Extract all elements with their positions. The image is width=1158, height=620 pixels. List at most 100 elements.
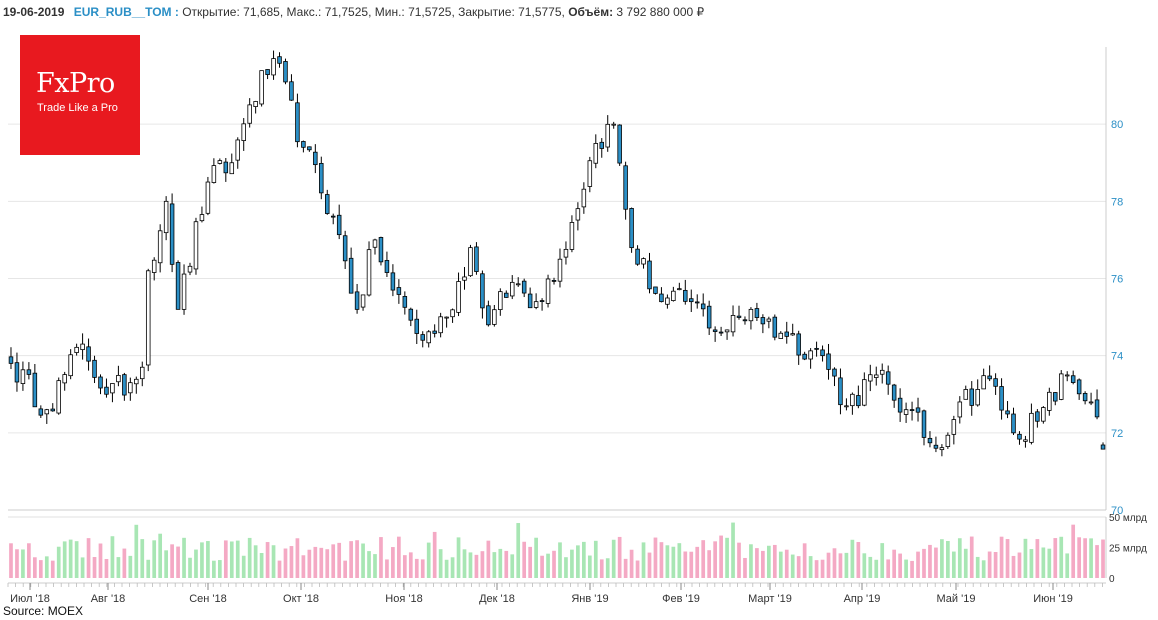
volume-bar	[1095, 545, 1099, 578]
volume-bar	[462, 549, 467, 578]
header-date: 19-06-2019	[3, 5, 65, 19]
candle-body	[342, 235, 348, 262]
volume-bar	[922, 548, 926, 578]
volume-bar	[367, 551, 371, 578]
volume-bar	[802, 543, 807, 578]
candle-body	[295, 102, 300, 143]
volume-bar	[910, 560, 914, 578]
candle-body	[360, 294, 366, 308]
candle-body	[575, 208, 581, 221]
volume-bar	[713, 541, 717, 578]
volume-bar	[874, 559, 879, 578]
candle-body	[659, 293, 664, 303]
candle-body	[533, 301, 539, 308]
candle-body	[521, 280, 527, 294]
volume-bar	[164, 550, 168, 578]
volume-bar	[391, 547, 395, 578]
candle-body	[1047, 391, 1052, 411]
volume-bar	[206, 541, 210, 578]
volume-bar	[1071, 524, 1076, 578]
candle-body	[856, 395, 861, 407]
time-tick-label: Авг '18	[91, 593, 126, 605]
volume-bar	[241, 555, 246, 578]
volume-bar	[975, 556, 980, 578]
volume-bar	[659, 542, 664, 578]
volume-bar	[928, 544, 932, 578]
volume-bar	[623, 558, 628, 578]
candle-body	[999, 386, 1004, 411]
volume-bar	[749, 544, 753, 578]
candle-body	[175, 262, 181, 310]
candle-body	[653, 286, 658, 294]
candle-body	[486, 305, 491, 326]
volume-bar	[414, 558, 419, 578]
volume-bar	[1035, 539, 1040, 578]
volume-bar	[379, 537, 383, 578]
volume-bar	[146, 559, 151, 578]
time-tick-label: Ноя '18	[385, 593, 422, 605]
candlesticks	[8, 50, 1106, 457]
volume-bar	[904, 559, 908, 578]
candle-body	[1017, 433, 1022, 440]
volume-bar	[397, 536, 401, 578]
candle-body	[157, 230, 163, 264]
candle-body	[438, 316, 443, 334]
volume-bar	[98, 543, 103, 578]
volume-bar	[38, 560, 43, 578]
candle-body	[909, 409, 915, 411]
candle-body	[563, 248, 569, 258]
header-ohlc: Открытие: 71,685, Макс.: 71,7525, Мин.: …	[182, 5, 565, 19]
candle-body	[390, 272, 396, 291]
logo-name: FxPro	[36, 68, 115, 99]
volume-bar	[534, 537, 538, 578]
candle-body	[1029, 412, 1034, 443]
volume-bar	[116, 557, 121, 578]
volume-bar	[1065, 553, 1070, 578]
candle-body	[754, 308, 760, 318]
volume-bars	[9, 522, 1105, 578]
candle-body	[611, 123, 616, 126]
volume-bar	[170, 544, 174, 578]
volume-bar	[1029, 549, 1034, 578]
time-tick-label: Дек '18	[479, 593, 515, 605]
candle-body	[557, 258, 563, 282]
volume-bar	[1041, 547, 1046, 578]
candle-body	[1035, 411, 1040, 422]
volume-bar	[295, 538, 300, 578]
candle-body	[1058, 373, 1064, 400]
volume-bar	[158, 533, 163, 578]
candle-body	[868, 374, 873, 382]
candle-body	[163, 200, 169, 234]
volume-bar	[963, 548, 968, 578]
candle-body	[969, 388, 974, 406]
candle-body	[665, 297, 670, 305]
candle-body	[140, 366, 145, 380]
volume-bar	[194, 549, 198, 578]
candle-body	[987, 375, 992, 380]
candle-body	[641, 258, 646, 265]
volume-bar	[844, 552, 849, 578]
time-tick-label: Сен '18	[189, 593, 227, 605]
candle-body	[778, 332, 784, 339]
volume-bar	[677, 543, 682, 578]
volume-bar	[832, 548, 837, 578]
candle-body	[623, 165, 628, 210]
volume-bar	[182, 537, 186, 578]
volume-bar	[1017, 552, 1022, 578]
volume-bar	[701, 540, 706, 578]
volume-bar	[540, 555, 544, 578]
volume-bar	[516, 523, 521, 578]
candle-body	[1064, 374, 1070, 377]
volume-bar	[522, 541, 527, 578]
volume-bar	[957, 538, 962, 578]
candle-body	[80, 343, 85, 351]
candle-body	[677, 288, 682, 291]
volume-bar	[480, 551, 485, 578]
volume-bar	[444, 559, 449, 578]
candle-body	[408, 308, 414, 321]
time-tick-label: Апр '19	[844, 593, 881, 605]
volume-bar	[814, 560, 819, 578]
header-ticker[interactable]: EUR_RUB__TOM :	[73, 5, 179, 19]
candle-body	[504, 292, 509, 298]
volume-bar	[456, 537, 461, 578]
